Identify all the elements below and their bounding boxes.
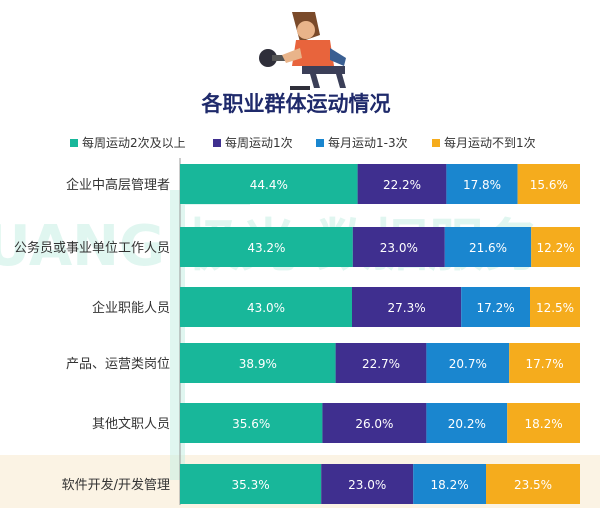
bar-segment: [352, 287, 462, 327]
dumbbell-bar-icon: [272, 55, 292, 61]
category-label: 软件开发/开发管理: [62, 477, 170, 493]
data-label: 15.6%: [530, 178, 568, 192]
data-label: 17.7%: [526, 357, 564, 371]
data-label: 21.6%: [469, 241, 507, 255]
legend-item: 每周运动1次: [213, 135, 293, 150]
bar-segment: [180, 403, 323, 443]
bar-segment: [446, 164, 518, 204]
bar-segment: [180, 164, 358, 204]
data-label: 43.2%: [247, 241, 285, 255]
bar-segment: [426, 403, 508, 443]
bar-segment: [444, 227, 532, 267]
bar-segment: [180, 343, 336, 383]
bar-segment: [180, 227, 353, 267]
data-label: 22.2%: [383, 178, 421, 192]
bars: [180, 164, 580, 504]
watermark-logo-stroke: [170, 190, 250, 480]
data-label: 23.5%: [514, 478, 552, 492]
bar-segment: [461, 287, 530, 327]
bench-legs-icon: [310, 74, 346, 88]
legend-label: 每月运动不到1次: [444, 135, 536, 150]
legend-label: 每月运动1-3次: [328, 135, 408, 150]
shirt-icon: [292, 40, 334, 66]
data-label: 17.8%: [463, 178, 501, 192]
legend-item: 每月运动1-3次: [316, 135, 408, 150]
legend-swatch: [213, 139, 221, 147]
category-label: 企业职能人员: [92, 300, 170, 316]
data-label: 35.6%: [232, 417, 270, 431]
bar-segment: [507, 403, 580, 443]
head-icon: [297, 21, 315, 39]
leg-icon: [330, 48, 346, 66]
legend-label: 每周运动1次: [225, 135, 293, 150]
data-label: 18.2%: [525, 417, 563, 431]
bar-segment: [517, 164, 580, 204]
legend-item: 每月运动不到1次: [432, 135, 536, 150]
category-label: 产品、运营类岗位: [66, 357, 170, 372]
illustration-dumbbell-man: [259, 12, 346, 90]
data-label: 27.3%: [388, 301, 426, 315]
data-label: 43.0%: [247, 301, 285, 315]
bar-segment: [509, 343, 580, 383]
bar-segment: [335, 343, 427, 383]
data-label: 12.5%: [536, 301, 574, 315]
bar-segment: [180, 287, 352, 327]
data-label: 38.9%: [239, 357, 277, 371]
data-label: 35.3%: [232, 478, 270, 492]
legend-swatch: [432, 139, 440, 147]
legend-swatch: [70, 139, 78, 147]
data-label: 26.0%: [355, 417, 393, 431]
bar-segment: [357, 164, 447, 204]
data-label: 20.2%: [448, 417, 486, 431]
category-labels: 企业中高层管理者公务员或事业单位工作人员企业职能人员产品、运营类岗位其他文职人员…: [14, 177, 170, 493]
bar-segment: [322, 403, 427, 443]
bar-segment: [486, 464, 580, 504]
data-label: 44.4%: [250, 178, 288, 192]
data-label: 20.7%: [449, 357, 487, 371]
data-labels: 44.4% 22.2% 17.8% 15.6% 43.2% 23.0% 21.6% 12.2%…: [232, 178, 575, 492]
dumbbell-left-icon: [259, 49, 277, 67]
category-label: 公务员或事业单位工作人员: [14, 240, 170, 256]
category-label: 其他文职人员: [92, 417, 170, 432]
chart-title: 各职业群体运动情况: [201, 92, 391, 116]
shoe-icon: [290, 86, 310, 90]
category-label: 企业中高层管理者: [66, 177, 170, 193]
legend-swatch: [316, 139, 324, 147]
bar-segment: [352, 227, 445, 267]
bar-segment: [531, 227, 580, 267]
bar-segment: [426, 343, 510, 383]
bench-icon: [302, 66, 345, 74]
legend: 每周运动2次及以上 每周运动1次 每月运动1-3次 每月运动不到1次: [70, 135, 536, 150]
legend-label: 每周运动2次及以上: [82, 135, 186, 150]
data-label: 18.2%: [431, 478, 469, 492]
data-label: 12.2%: [537, 241, 575, 255]
bar-segment: [180, 464, 322, 504]
data-label: 17.2%: [477, 301, 515, 315]
data-label: 23.0%: [380, 241, 418, 255]
data-label: 22.7%: [362, 357, 400, 371]
bar-segment: [321, 464, 414, 504]
legend-item: 每周运动2次及以上: [70, 135, 186, 150]
bar-segment: [530, 287, 580, 327]
bar-segment: [413, 464, 486, 504]
data-label: 23.0%: [348, 478, 386, 492]
arm-icon: [282, 48, 302, 63]
